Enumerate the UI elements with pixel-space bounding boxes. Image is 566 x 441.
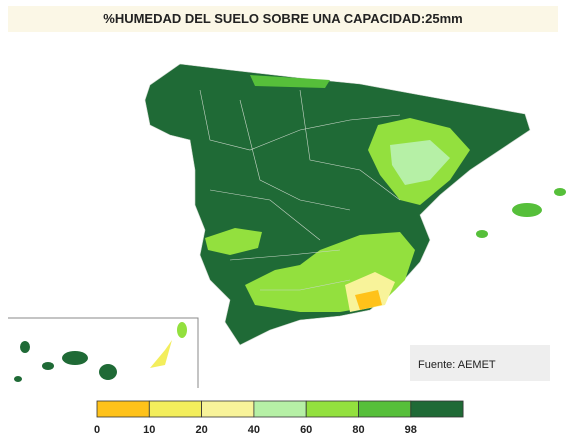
inset-frame [8,317,199,388]
source: Fuente: AEMET [418,359,496,371]
ibiza [476,230,488,238]
spain-map [144,63,566,346]
legend-swatch [96,400,150,418]
island [99,364,117,380]
legend: 0 10 20 40 60 80 98 [94,400,464,436]
driest-zone [355,290,382,310]
legend-label: 20 [195,424,207,436]
legend-label: 10 [143,424,155,436]
legend-swatch [358,400,412,418]
legend-label: 40 [248,424,260,436]
provinces [199,89,401,291]
island [42,362,54,370]
source-box [410,345,550,381]
legend-swatch [201,400,255,418]
legend-swatch [305,400,359,418]
title: %HUMEDAD DEL SUELO SOBRE UNA CAPACIDAD:2… [103,11,462,26]
legend-label: 60 [300,424,312,436]
menorca [554,188,566,196]
legend-label: 80 [352,424,364,436]
dry-zone-east [390,140,450,185]
legend-swatch [410,400,464,418]
legend-swatch [148,400,203,418]
mallorca [512,203,542,217]
legend-label: 98 [405,424,417,436]
island [20,341,30,353]
legend-swatch [253,400,307,418]
island [177,322,187,338]
island [62,351,88,365]
wet-zone-north [250,75,330,88]
wet-zone-west [205,228,262,255]
canary-inset [8,317,199,388]
island [150,340,172,368]
title-bar [8,6,558,32]
legend-label: 0 [94,424,100,436]
island [14,376,22,382]
